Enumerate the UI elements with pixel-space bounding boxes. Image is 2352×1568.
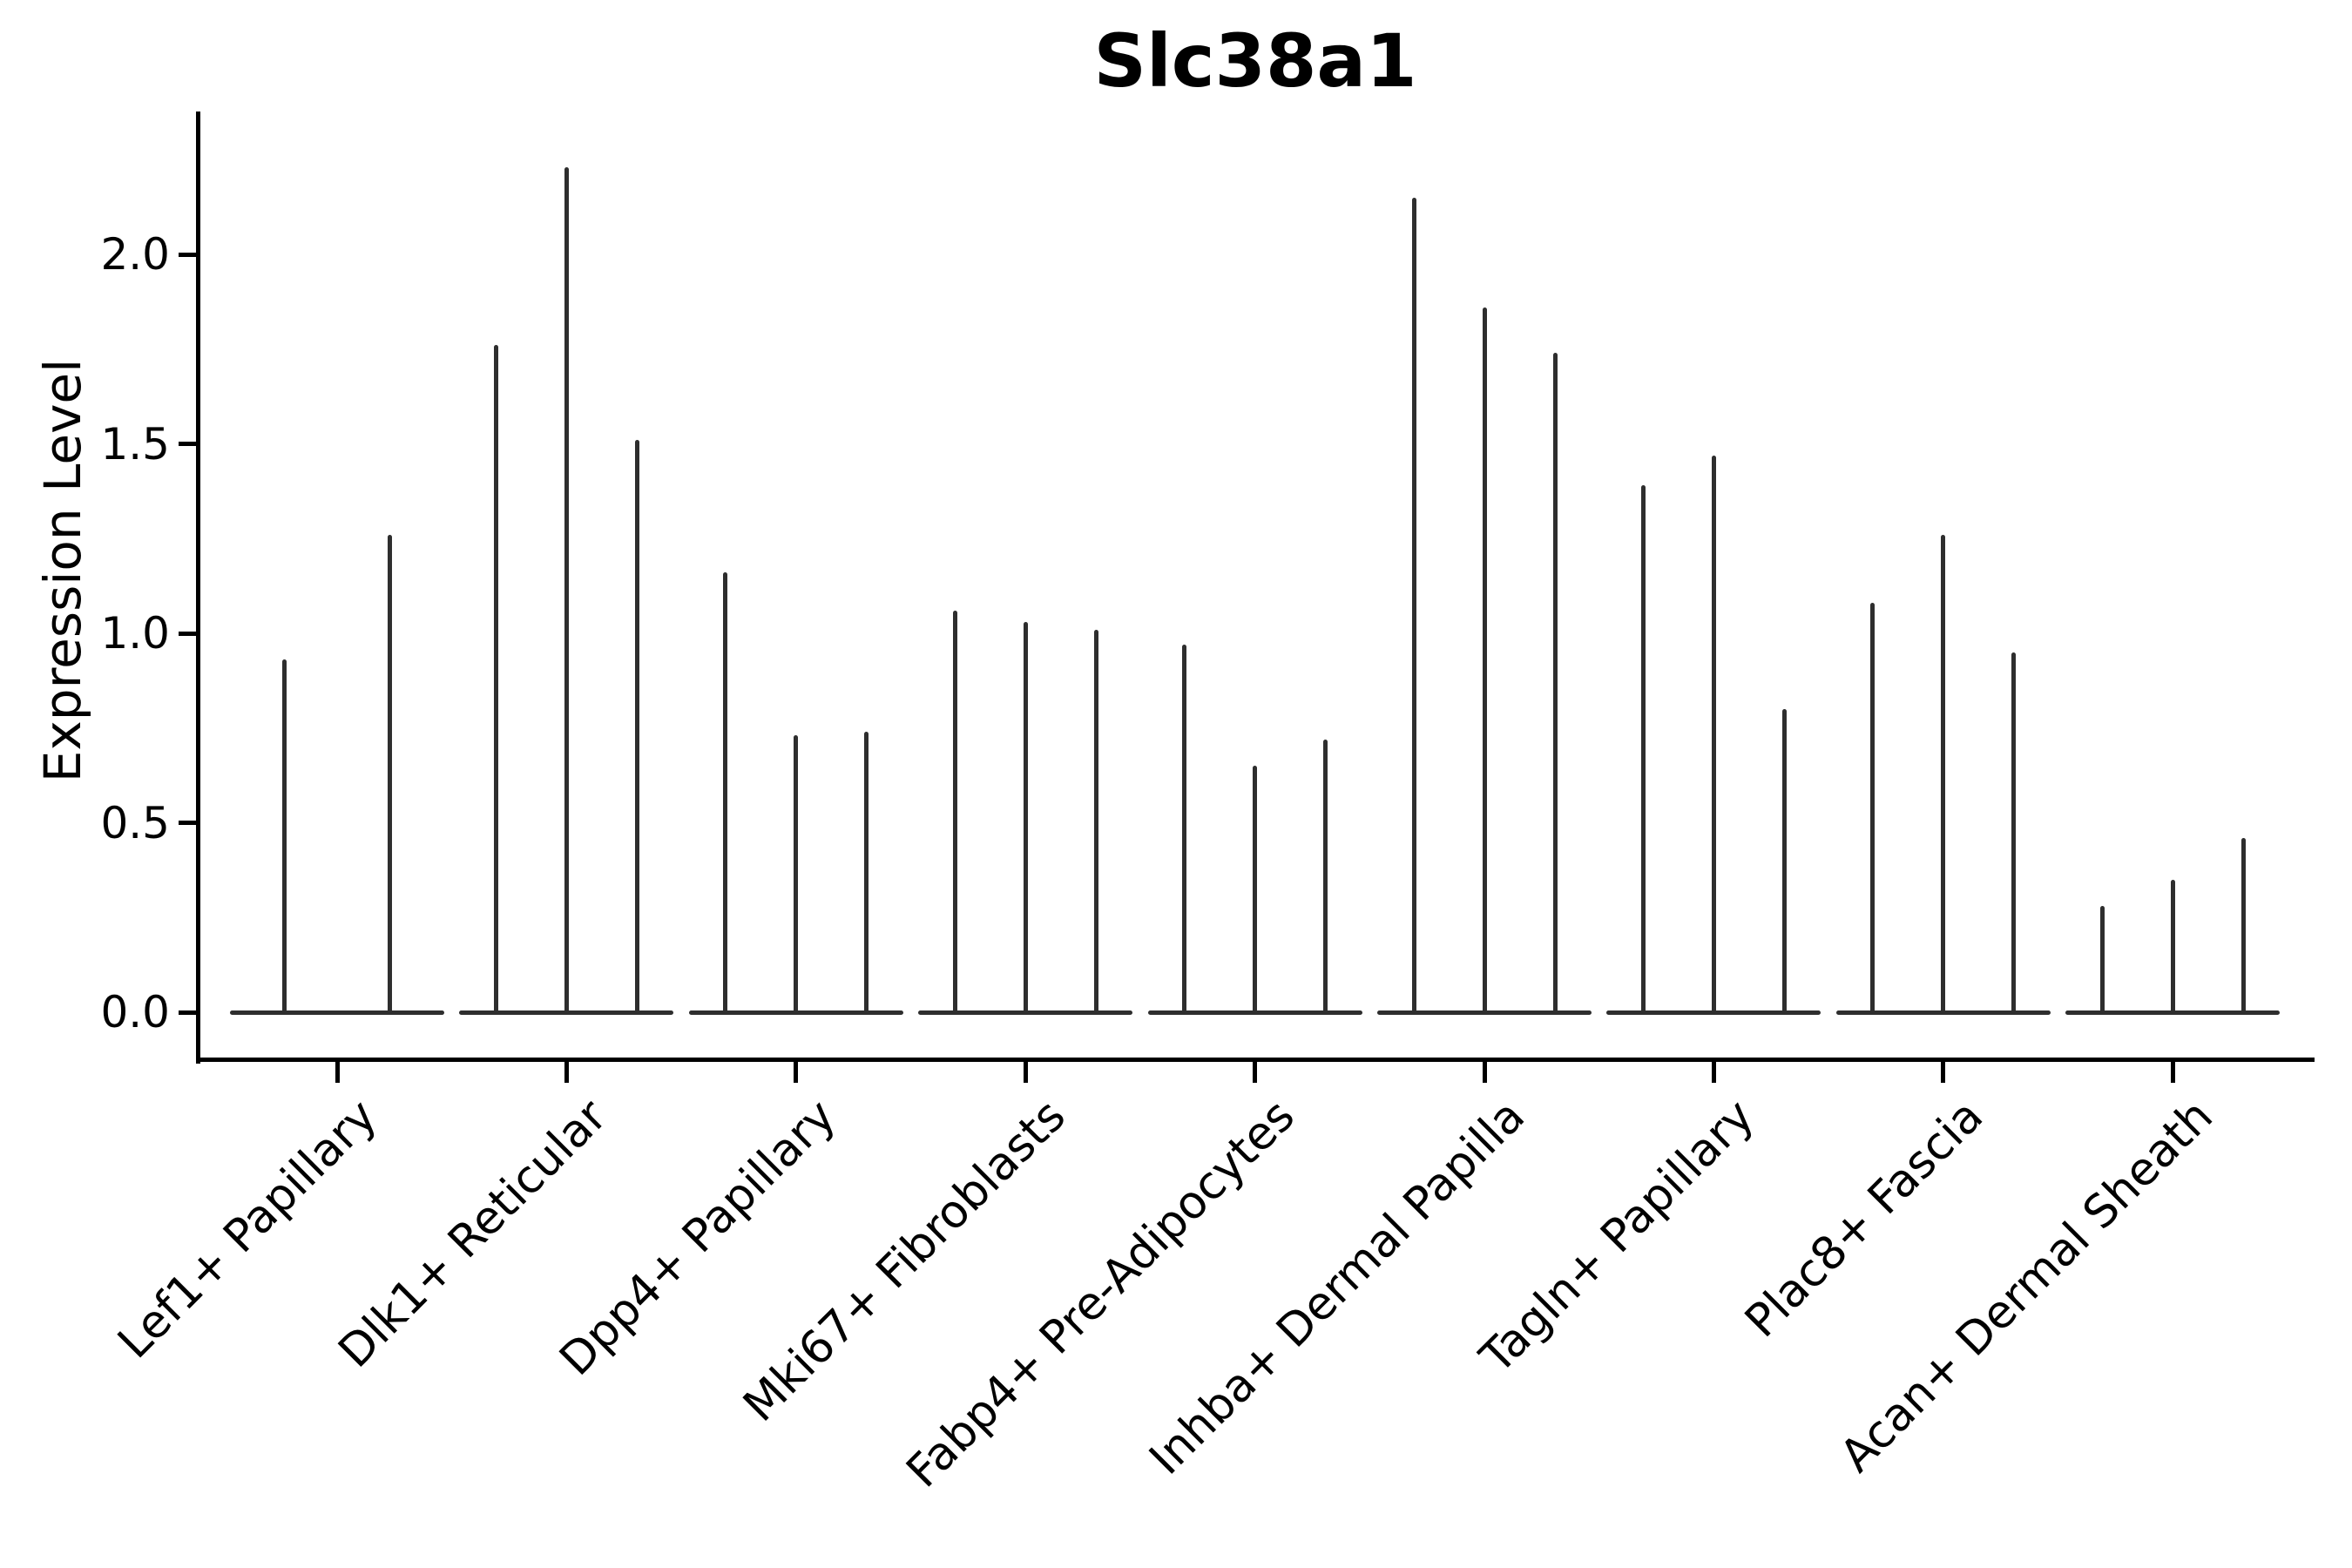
x-tick	[1482, 1061, 1487, 1083]
x-axis-label: Inhba+ Dermal Papilla	[1139, 1090, 1535, 1485]
violin-spike	[387, 534, 392, 1014]
x-axis-spine	[196, 1058, 2315, 1062]
x-tick	[1023, 1061, 1028, 1083]
violin-spike	[723, 572, 728, 1014]
violin-spike	[952, 610, 957, 1014]
violin-spike	[281, 659, 287, 1014]
violin-spike	[1711, 455, 1716, 1014]
violin-spike	[564, 166, 569, 1014]
x-tick	[1711, 1061, 1716, 1083]
x-tick	[564, 1061, 569, 1083]
y-tick	[179, 442, 198, 446]
x-axis-label: Acan+ Dermal Sheath	[1830, 1090, 2223, 1483]
violin-spike	[2099, 906, 2105, 1014]
x-axis-label: Plac8+ Fascia	[1735, 1090, 1994, 1348]
violin-spike	[1941, 534, 1946, 1014]
violin-spike	[634, 440, 639, 1014]
violin-spike	[1182, 645, 1187, 1014]
x-tick	[335, 1061, 340, 1083]
y-axis-label: Expression Level	[33, 358, 92, 783]
y-tick-label: 1.0	[100, 608, 170, 659]
violin-spike	[1870, 603, 1876, 1014]
chart-title: Slc38a1	[1093, 18, 1417, 104]
violin-spike	[1640, 485, 1646, 1014]
violin-spike	[1253, 766, 1258, 1014]
violin-spike	[1093, 629, 1098, 1014]
violin-spike	[794, 735, 799, 1014]
violin-spike	[2240, 837, 2246, 1014]
violin-spike	[1781, 709, 1787, 1014]
y-tick-label: 2.0	[100, 229, 170, 280]
x-axis-label: Fabp4+ Pre-Adipocytes	[896, 1090, 1306, 1498]
y-tick	[179, 252, 198, 257]
violin-spike	[1023, 621, 1028, 1014]
x-tick	[1253, 1061, 1258, 1083]
violin-spike	[864, 732, 869, 1014]
violin-spike	[1482, 307, 1487, 1014]
x-tick	[1941, 1061, 1946, 1083]
y-tick	[179, 631, 198, 636]
violin-base	[230, 1010, 444, 1015]
x-tick	[2170, 1061, 2175, 1083]
y-tick-label: 1.5	[100, 418, 170, 470]
y-tick-label: 0.5	[100, 797, 170, 848]
violin-spike	[2170, 879, 2175, 1014]
x-tick	[794, 1061, 799, 1083]
y-tick-label: 0.0	[100, 987, 170, 1037]
y-tick	[179, 1010, 198, 1015]
violin-spike	[1411, 197, 1416, 1014]
violin-spike	[1323, 739, 1328, 1014]
violin-spike	[1552, 353, 1558, 1014]
y-axis-spine	[196, 112, 200, 1064]
violin-spike	[493, 345, 498, 1014]
violin-spike	[2011, 652, 2017, 1014]
y-tick	[179, 821, 198, 825]
